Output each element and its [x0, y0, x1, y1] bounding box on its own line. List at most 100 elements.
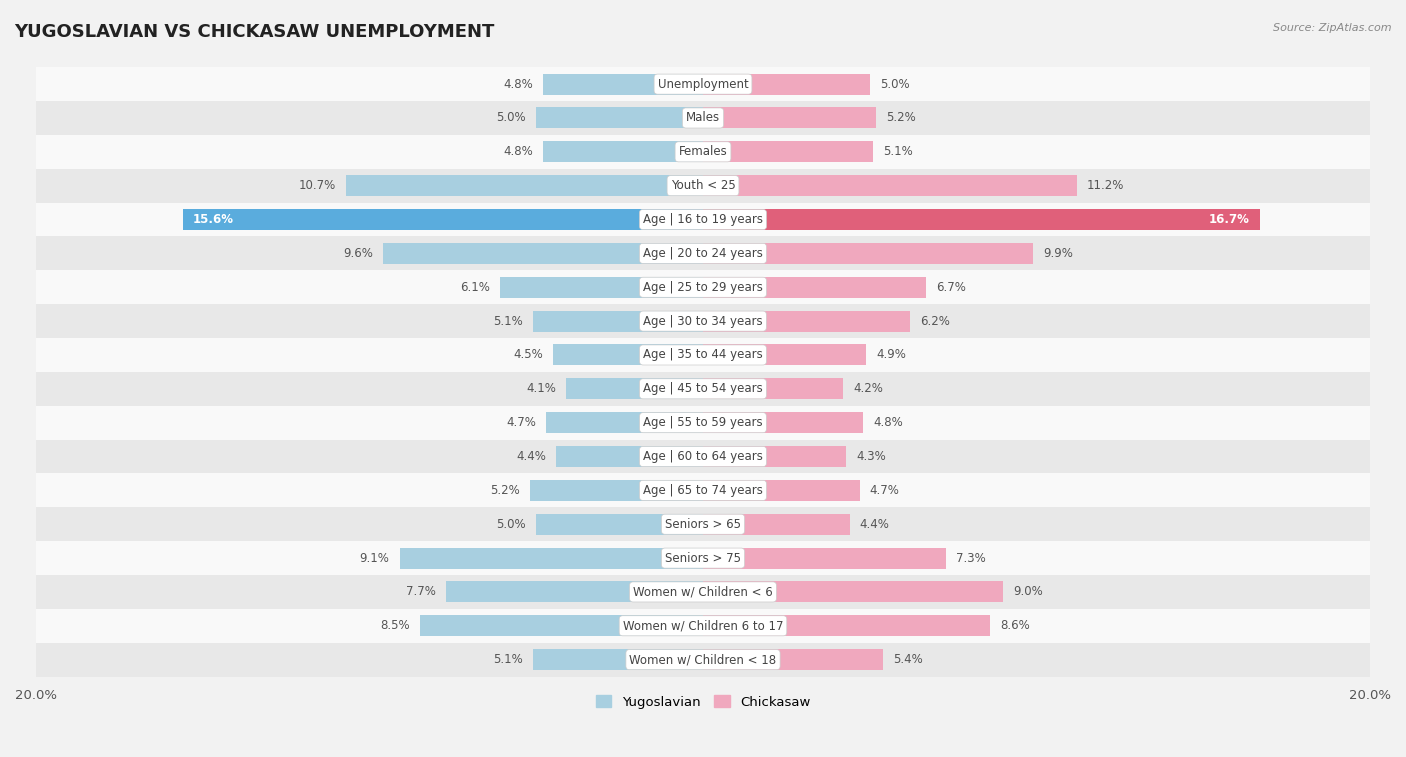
Bar [419, 615, 703, 637]
Bar [399, 547, 703, 569]
Bar [703, 243, 1033, 264]
Bar [37, 338, 1369, 372]
Text: Women w/ Children < 6: Women w/ Children < 6 [633, 585, 773, 599]
Bar [37, 609, 1369, 643]
Bar [37, 575, 1369, 609]
Bar [37, 203, 1369, 236]
Text: 4.7%: 4.7% [506, 416, 536, 429]
Bar [37, 372, 1369, 406]
Text: 6.1%: 6.1% [460, 281, 489, 294]
Text: 9.0%: 9.0% [1014, 585, 1043, 599]
Bar [543, 73, 703, 95]
Bar [703, 209, 1260, 230]
Text: Seniors > 65: Seniors > 65 [665, 518, 741, 531]
Bar [533, 310, 703, 332]
Text: 4.5%: 4.5% [513, 348, 543, 361]
Bar [703, 378, 844, 399]
Bar [703, 412, 863, 433]
Bar [37, 473, 1369, 507]
Text: Males: Males [686, 111, 720, 124]
Bar [703, 175, 1077, 196]
Text: 11.2%: 11.2% [1087, 179, 1123, 192]
Text: 4.2%: 4.2% [853, 382, 883, 395]
Bar [703, 615, 990, 637]
Bar [446, 581, 703, 603]
Bar [553, 344, 703, 366]
Bar [37, 135, 1369, 169]
Text: 4.9%: 4.9% [876, 348, 907, 361]
Text: 15.6%: 15.6% [193, 213, 233, 226]
Bar [37, 406, 1369, 440]
Bar [37, 169, 1369, 203]
Bar [703, 73, 870, 95]
Text: Seniors > 75: Seniors > 75 [665, 552, 741, 565]
Bar [703, 344, 866, 366]
Bar [557, 446, 703, 467]
Bar [703, 310, 910, 332]
Text: 5.1%: 5.1% [494, 315, 523, 328]
Text: 8.5%: 8.5% [380, 619, 409, 632]
Bar [37, 541, 1369, 575]
Text: Age | 65 to 74 years: Age | 65 to 74 years [643, 484, 763, 497]
Text: Women w/ Children < 18: Women w/ Children < 18 [630, 653, 776, 666]
Text: 6.2%: 6.2% [920, 315, 949, 328]
Text: 5.0%: 5.0% [496, 111, 526, 124]
Bar [703, 480, 859, 501]
Text: 5.0%: 5.0% [496, 518, 526, 531]
Text: 9.9%: 9.9% [1043, 247, 1073, 260]
Text: 5.1%: 5.1% [883, 145, 912, 158]
Text: 6.7%: 6.7% [936, 281, 966, 294]
Bar [37, 270, 1369, 304]
Text: 4.4%: 4.4% [516, 450, 547, 463]
Bar [536, 514, 703, 534]
Text: Women w/ Children 6 to 17: Women w/ Children 6 to 17 [623, 619, 783, 632]
Text: Unemployment: Unemployment [658, 78, 748, 91]
Text: 7.3%: 7.3% [956, 552, 986, 565]
Text: 5.4%: 5.4% [893, 653, 922, 666]
Text: 4.7%: 4.7% [870, 484, 900, 497]
Bar [346, 175, 703, 196]
Bar [37, 236, 1369, 270]
Text: 4.1%: 4.1% [526, 382, 557, 395]
Text: 5.1%: 5.1% [494, 653, 523, 666]
Bar [533, 650, 703, 670]
Bar [37, 643, 1369, 677]
Bar [703, 581, 1002, 603]
Text: Age | 16 to 19 years: Age | 16 to 19 years [643, 213, 763, 226]
Bar [536, 107, 703, 129]
Text: Age | 20 to 24 years: Age | 20 to 24 years [643, 247, 763, 260]
Bar [703, 650, 883, 670]
Bar [530, 480, 703, 501]
Text: 4.4%: 4.4% [859, 518, 890, 531]
Bar [703, 547, 946, 569]
Text: Age | 35 to 44 years: Age | 35 to 44 years [643, 348, 763, 361]
Text: 5.2%: 5.2% [886, 111, 917, 124]
Text: 16.7%: 16.7% [1209, 213, 1250, 226]
Text: 5.0%: 5.0% [880, 78, 910, 91]
Text: 7.7%: 7.7% [406, 585, 436, 599]
Bar [382, 243, 703, 264]
Bar [703, 514, 849, 534]
Text: YUGOSLAVIAN VS CHICKASAW UNEMPLOYMENT: YUGOSLAVIAN VS CHICKASAW UNEMPLOYMENT [14, 23, 495, 41]
Bar [37, 67, 1369, 101]
Bar [37, 101, 1369, 135]
Bar [547, 412, 703, 433]
Bar [703, 446, 846, 467]
Bar [543, 142, 703, 162]
Text: 8.6%: 8.6% [1000, 619, 1029, 632]
Text: 9.6%: 9.6% [343, 247, 373, 260]
Text: 4.8%: 4.8% [503, 145, 533, 158]
Bar [567, 378, 703, 399]
Text: 5.2%: 5.2% [489, 484, 520, 497]
Text: Age | 55 to 59 years: Age | 55 to 59 years [643, 416, 763, 429]
Text: Females: Females [679, 145, 727, 158]
Text: 10.7%: 10.7% [299, 179, 336, 192]
Text: Age | 25 to 29 years: Age | 25 to 29 years [643, 281, 763, 294]
Bar [703, 107, 876, 129]
Text: Age | 60 to 64 years: Age | 60 to 64 years [643, 450, 763, 463]
Bar [183, 209, 703, 230]
Text: Age | 30 to 34 years: Age | 30 to 34 years [643, 315, 763, 328]
Bar [37, 507, 1369, 541]
Text: 4.8%: 4.8% [873, 416, 903, 429]
Bar [499, 277, 703, 298]
